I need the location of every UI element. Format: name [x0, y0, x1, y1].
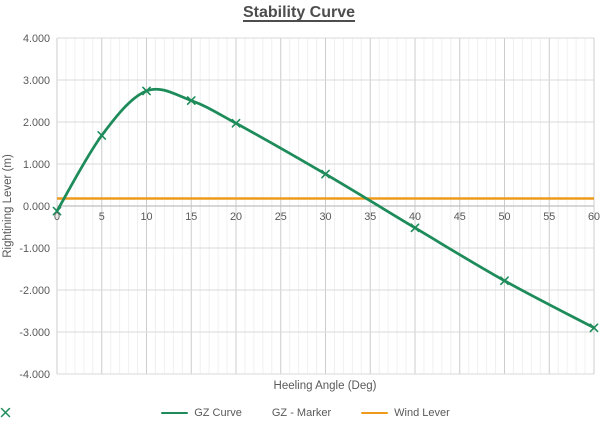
y-tick-label: -4.000 [19, 369, 50, 381]
y-axis-tick-labels: 4.000 3.000 2.000 1.000 0.000 -1.000 -2.000 -3.… [19, 33, 50, 381]
x-tick-label: 15 [185, 211, 197, 223]
x-tick-label: 10 [140, 211, 152, 223]
gz-marker [142, 86, 151, 96]
y-tick-label: 0.000 [23, 201, 50, 213]
gz-marker [500, 276, 509, 286]
gz-marker [231, 118, 241, 128]
x-tick-label: 0 [54, 211, 60, 223]
chart-title: Stability Curve [242, 4, 356, 21]
x-tick-label: 30 [319, 211, 331, 223]
legend-label-wind-lever: Wind Lever [394, 407, 450, 419]
x-marker-icon [0, 407, 11, 418]
y-tick-label: -3.000 [19, 327, 50, 339]
legend-label-gz-marker: GZ - Marker [271, 407, 332, 419]
y-tick-label: 4.000 [23, 33, 50, 45]
legend-item-wind-lever: Wind Lever [361, 407, 450, 419]
y-tick-label: -2.000 [19, 285, 50, 297]
x-tick-label: 20 [230, 211, 242, 223]
legend-item-gz-curve: GZ Curve [161, 407, 242, 419]
gz-marker [321, 169, 330, 179]
legend: GZ Curve GZ - Marker Wind Lever [0, 407, 611, 419]
gz-curve-line-swatch [161, 411, 189, 415]
legend-label-gz-curve: GZ Curve [194, 407, 242, 419]
gz-marker [410, 223, 420, 233]
y-tick-label: 2.000 [23, 117, 50, 129]
gz-marker [589, 323, 599, 333]
x-tick-label: 5 [99, 211, 105, 223]
y-tick-label: 1.000 [23, 159, 50, 171]
gz-marker [97, 131, 107, 140]
x-tick-label: 35 [364, 211, 376, 223]
gz-curve-line [55, 87, 596, 330]
gz-marker [52, 206, 62, 216]
x-tick-label: 25 [275, 211, 287, 223]
wind-lever-line-swatch [361, 411, 389, 415]
y-axis-title: Rightining Lever (m) [2, 154, 14, 258]
x-tick-label: 50 [498, 211, 510, 223]
y-tick-label: -1.000 [19, 243, 50, 255]
x-tick-label: 45 [454, 211, 466, 223]
x-axis-tick-labels: 0 5 10 15 20 25 30 35 40 45 50 55 60 [54, 211, 600, 223]
x-axis-title: Heeling Angle (Deg) [274, 380, 377, 392]
legend-item-gz-marker: GZ - Marker [0, 407, 332, 419]
gz-marker-points [52, 86, 599, 333]
gz-marker [186, 96, 196, 105]
x-tick-label: 55 [543, 211, 555, 223]
gz-curve-path [55, 87, 596, 330]
y-tick-label: 3.000 [23, 75, 50, 87]
x-tick-label: 40 [409, 211, 421, 223]
x-tick-label: 60 [588, 211, 600, 223]
